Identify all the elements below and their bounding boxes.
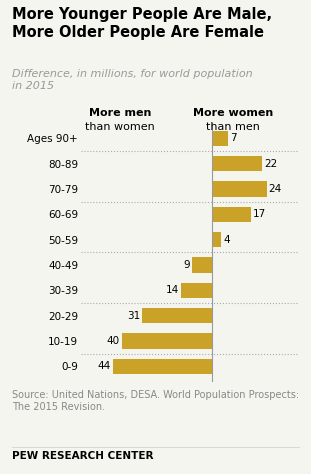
Text: More Younger People Are Male,
More Older People Are Female: More Younger People Are Male, More Older…: [12, 7, 272, 40]
Bar: [142, 308, 212, 323]
Text: 24: 24: [269, 184, 282, 194]
Text: 4: 4: [223, 235, 230, 245]
Text: PEW RESEARCH CENTER: PEW RESEARCH CENTER: [12, 451, 154, 461]
Text: than men: than men: [206, 122, 260, 132]
Text: 9: 9: [183, 260, 190, 270]
Bar: [212, 131, 228, 146]
Text: 14: 14: [165, 285, 179, 295]
Text: 17: 17: [253, 210, 266, 219]
Bar: [122, 333, 212, 349]
Text: Difference, in millions, for world population
in 2015: Difference, in millions, for world popul…: [12, 69, 253, 91]
Text: 22: 22: [264, 159, 277, 169]
Text: 7: 7: [230, 134, 237, 144]
Text: 44: 44: [98, 361, 111, 371]
Text: 31: 31: [127, 311, 140, 321]
Text: More men: More men: [89, 109, 151, 118]
Bar: [212, 156, 262, 172]
Bar: [212, 232, 221, 247]
Text: Source: United Nations, DESA. World Population Prospects:
The 2015 Revision.: Source: United Nations, DESA. World Popu…: [12, 390, 299, 412]
Bar: [212, 182, 267, 197]
Bar: [192, 257, 212, 273]
Bar: [212, 207, 251, 222]
Bar: [113, 359, 212, 374]
Text: than women: than women: [85, 122, 155, 132]
Text: More women: More women: [193, 109, 273, 118]
Bar: [181, 283, 212, 298]
Text: 40: 40: [107, 336, 120, 346]
